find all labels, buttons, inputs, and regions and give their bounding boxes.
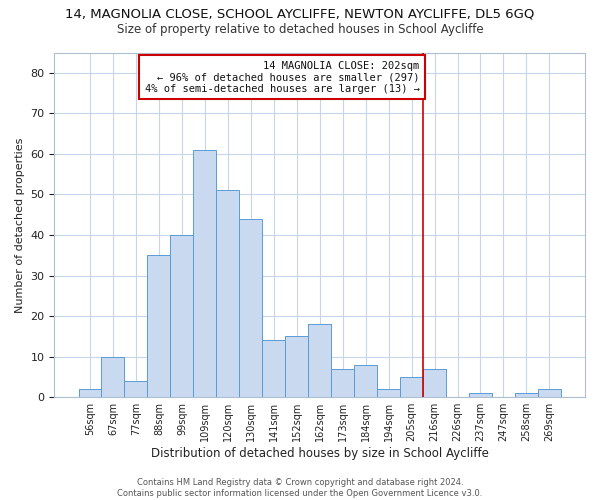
Bar	[124, 381, 148, 397]
Bar	[285, 336, 308, 397]
Bar	[170, 235, 193, 397]
Bar	[331, 369, 354, 397]
Text: 14 MAGNOLIA CLOSE: 202sqm
← 96% of detached houses are smaller (297)
4% of semi-: 14 MAGNOLIA CLOSE: 202sqm ← 96% of detac…	[145, 60, 419, 94]
Y-axis label: Number of detached properties: Number of detached properties	[15, 137, 25, 312]
Bar	[515, 393, 538, 397]
Bar	[148, 256, 170, 397]
X-axis label: Distribution of detached houses by size in School Aycliffe: Distribution of detached houses by size …	[151, 447, 488, 460]
Bar	[469, 393, 492, 397]
Bar	[538, 389, 561, 397]
Bar	[354, 365, 377, 397]
Bar	[79, 389, 101, 397]
Bar	[262, 340, 285, 397]
Bar	[217, 190, 239, 397]
Bar	[193, 150, 217, 397]
Text: Size of property relative to detached houses in School Aycliffe: Size of property relative to detached ho…	[116, 22, 484, 36]
Bar	[423, 369, 446, 397]
Text: 14, MAGNOLIA CLOSE, SCHOOL AYCLIFFE, NEWTON AYCLIFFE, DL5 6GQ: 14, MAGNOLIA CLOSE, SCHOOL AYCLIFFE, NEW…	[65, 8, 535, 20]
Bar	[101, 356, 124, 397]
Bar	[308, 324, 331, 397]
Bar	[239, 219, 262, 397]
Bar	[400, 377, 423, 397]
Text: Contains HM Land Registry data © Crown copyright and database right 2024.
Contai: Contains HM Land Registry data © Crown c…	[118, 478, 482, 498]
Bar	[377, 389, 400, 397]
